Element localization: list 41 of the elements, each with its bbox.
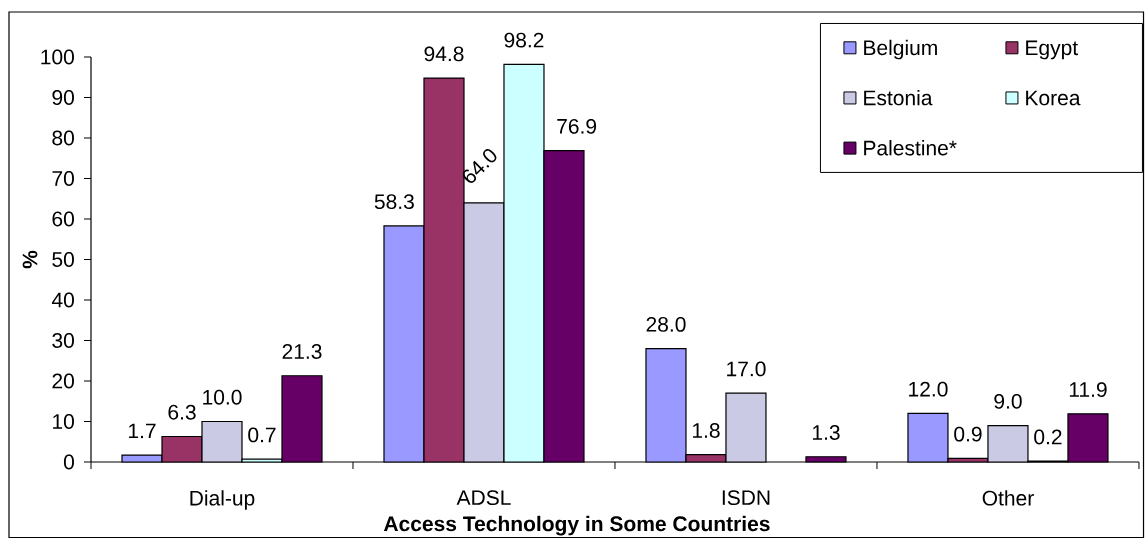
- data-label: 9.0: [994, 393, 1022, 409]
- data-label: 94.8: [424, 46, 464, 62]
- data-label: 98.2: [504, 32, 544, 48]
- y-tick-label: 30: [52, 333, 74, 348]
- x-tick-label: Other: [982, 490, 1034, 506]
- data-label: 76.9: [557, 118, 597, 134]
- y-tick-label: 80: [52, 130, 74, 146]
- y-tick-label: 50: [52, 252, 74, 267]
- y-tick-label: 20: [52, 373, 74, 389]
- data-label: 12.0: [909, 381, 948, 397]
- data-label: 21.3: [282, 344, 322, 359]
- x-axis-title: Access Technology in Some Countries: [383, 515, 770, 536]
- data-label: 1.8: [692, 423, 720, 438]
- legend-label: Estonia: [864, 89, 933, 106]
- data-label: 6.3: [168, 404, 196, 420]
- y-tick-label: 40: [51, 292, 74, 308]
- data-label: 0.7: [248, 427, 276, 443]
- y-tick-label: 100: [41, 49, 74, 65]
- data-label: 10.0: [203, 389, 242, 405]
- data-label: 17.0: [727, 361, 766, 377]
- x-tick-label: ISDN: [722, 490, 770, 506]
- y-axis-title: %: [22, 250, 38, 269]
- data-label: 0.2: [1034, 429, 1062, 445]
- y-tick-label: 90: [52, 90, 74, 105]
- x-tick-label: Dial-up: [190, 490, 255, 510]
- legend-label: Korea: [1026, 90, 1081, 106]
- legend-label: Belgium: [864, 39, 937, 60]
- data-label: 1.3: [812, 425, 840, 440]
- y-tick-label: 70: [52, 171, 74, 186]
- data-label: 11.9: [1069, 382, 1107, 398]
- y-tick-label: 10: [53, 414, 74, 429]
- x-tick-label: ADSL: [456, 490, 511, 506]
- y-tick-label: 0: [63, 454, 74, 470]
- data-label: 28.0: [646, 316, 686, 332]
- data-label: 0.9: [954, 426, 982, 442]
- data-label: 1.7: [129, 423, 156, 439]
- legend-label: Palestine*: [864, 140, 957, 156]
- y-tick-label: 60: [52, 211, 74, 227]
- data-label: 58.3: [374, 194, 414, 210]
- data-label: 64.0: [462, 149, 497, 183]
- legend-label: Egypt: [1026, 40, 1078, 60]
